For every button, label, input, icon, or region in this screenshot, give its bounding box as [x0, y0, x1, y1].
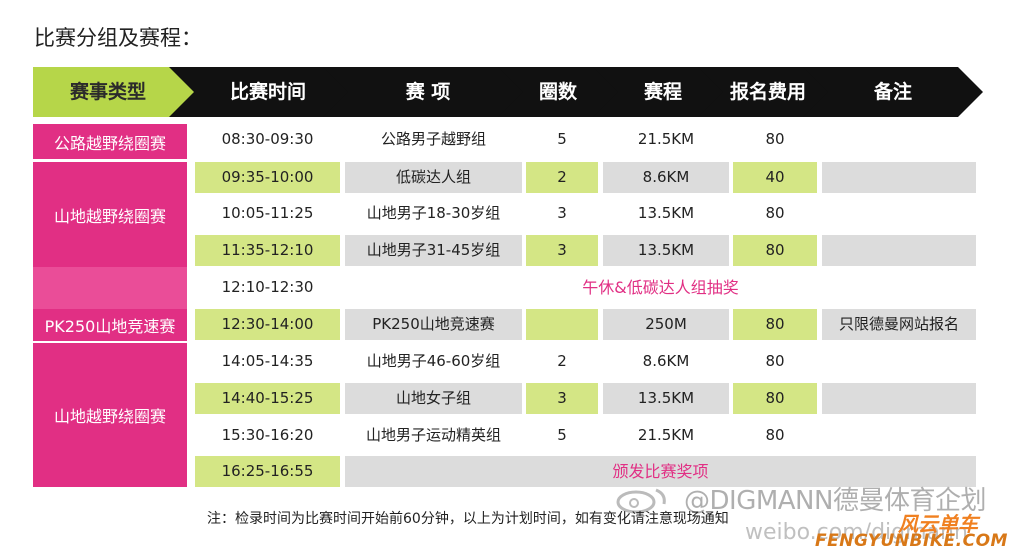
row7-laps: 2 [557, 352, 567, 370]
row4-fee: 80 [733, 235, 817, 266]
row1-laps: 5 [557, 130, 567, 148]
row4-time: 11:35-12:10 [195, 235, 340, 266]
header-arrows [33, 67, 983, 117]
header-type: 赛事类型 [69, 81, 146, 103]
weibo-url: weibo.com/digmann [745, 520, 968, 545]
header-event: 赛 项 [405, 81, 451, 103]
row2-event: 低碳达人组 [345, 162, 522, 193]
footnote: 注：检录时间为比赛时间开始前60分钟，以上为计划时间，如有变化请注意现场通知 [207, 511, 729, 527]
row9-time: 15:30-16:20 [221, 426, 314, 444]
header-laps: 圈数 [538, 81, 577, 103]
row4-distance: 13.5KM [603, 235, 729, 266]
row8-distance: 13.5KM [603, 383, 729, 414]
row9-laps: 5 [557, 426, 567, 444]
row10-awards: 颁发比赛奖项 [345, 456, 976, 487]
row9-event: 山地男子运动精英组 [365, 426, 501, 444]
row2-fee: 40 [733, 162, 817, 193]
row7-time: 14:05-14:35 [221, 352, 314, 370]
row9-distance: 21.5KM [637, 426, 695, 444]
row5-lunch-break: 午休&低碳达人组抽奖 [582, 278, 739, 297]
row6-distance: 250M [603, 309, 729, 340]
row6-fee: 80 [733, 309, 817, 340]
row4-event: 山地男子31-45岁组 [345, 235, 522, 266]
header-distance: 赛程 [643, 81, 682, 103]
row8-time: 14:40-15:25 [195, 383, 340, 414]
row9-fee: 80 [765, 426, 785, 444]
row1-fee: 80 [765, 130, 785, 148]
row3-event: 山地男子18-30岁组 [366, 204, 501, 222]
weibo-logo-icon [616, 488, 666, 514]
row10-time: 16:25-16:55 [195, 456, 340, 487]
row2-time: 09:35-10:00 [195, 162, 340, 193]
row4-note [822, 235, 976, 266]
row3-fee: 80 [765, 204, 785, 222]
row4-laps: 3 [526, 235, 598, 266]
row6-note: 只限德曼网站报名 [822, 309, 976, 340]
row7-event: 山地男子46-60岁组 [366, 352, 501, 370]
row8-fee: 80 [733, 383, 817, 414]
row2-distance: 8.6KM [603, 162, 729, 193]
table-header: 赛事类型 比赛时间 赛 项 圈数 赛程 报名费用 备注 [33, 67, 988, 117]
header-note: 备注 [873, 81, 912, 103]
category-mtb-1: 山地越野绕圈赛 [33, 162, 187, 267]
row7-fee: 80 [765, 352, 785, 370]
row1-distance: 21.5KM [637, 130, 695, 148]
row8-event: 山地女子组 [345, 383, 522, 414]
row8-laps: 3 [526, 383, 598, 414]
row3-distance: 13.5KM [637, 204, 695, 222]
row1-event: 公路男子越野组 [380, 130, 486, 148]
category-blank [33, 267, 187, 309]
row6-time: 12:30-14:00 [195, 309, 340, 340]
row2-note [822, 162, 976, 193]
row2-laps: 2 [526, 162, 598, 193]
row6-event: PK250山地竞速赛 [345, 309, 522, 340]
brand-name: 风云单车 [898, 512, 978, 536]
row3-time: 10:05-11:25 [221, 204, 314, 222]
row7-distance: 8.6KM [642, 352, 690, 370]
category-pk250: PK250山地竞速赛 [33, 309, 187, 341]
header-time: 比赛时间 [229, 81, 306, 103]
header-fee: 报名费用 [729, 81, 806, 103]
row6-laps [526, 309, 598, 340]
row8-note [822, 383, 976, 414]
page-title: 比赛分组及赛程： [34, 26, 202, 50]
row5-time: 12:10-12:30 [221, 278, 314, 296]
category-road: 公路越野绕圈赛 [33, 124, 187, 159]
row1-time: 08:30-09:30 [221, 130, 314, 148]
row3-laps: 3 [557, 204, 567, 222]
category-mtb-2: 山地越野绕圈赛 [33, 343, 187, 487]
watermark-text: @DIGMANN德曼体育企划 [684, 486, 986, 516]
brand-url: FENGYUNBIKE.COM [815, 531, 1008, 551]
